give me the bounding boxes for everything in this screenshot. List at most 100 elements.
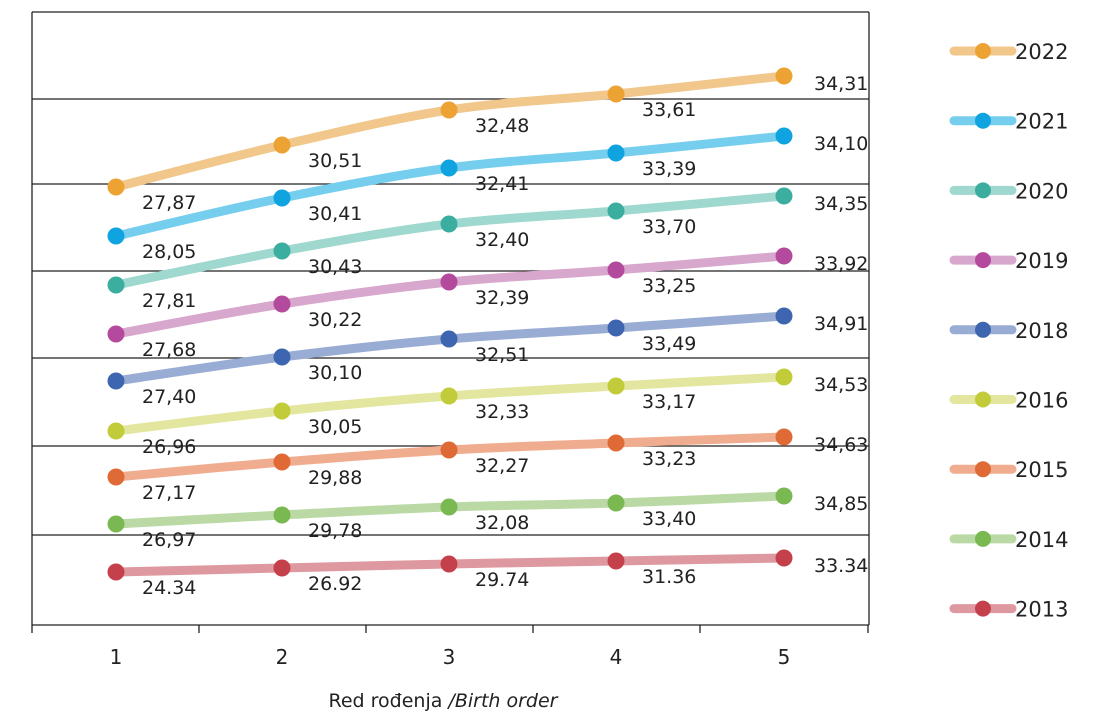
data-point-2018 [440, 330, 458, 348]
data-label-2020: 27,81 [142, 290, 196, 312]
data-point-2016 [607, 377, 625, 395]
legend-item-2019: 2019 [949, 249, 1068, 273]
series-2022: 27,87 30,51 32,48 33,61 34,31 [107, 67, 868, 214]
data-label-2014: 34,85 [814, 493, 868, 515]
x-axis-title-translation: /Birth order [448, 690, 558, 712]
data-point-2022 [440, 101, 458, 119]
x-tick-label: 1 [110, 645, 123, 669]
data-label-2021: 34,10 [814, 133, 868, 155]
data-point-2020 [107, 276, 125, 294]
legend-label-2020: 2020 [1015, 179, 1068, 203]
series-2016: 26,96 30,05 32,33 33,17 34,53 [107, 368, 868, 458]
legend-label-2013: 2013 [1015, 598, 1068, 622]
data-label-2020: 32,40 [475, 229, 529, 251]
data-point-2019 [107, 325, 125, 343]
data-label-2022: 32,48 [475, 115, 529, 137]
data-label-2022: 33,61 [642, 99, 696, 121]
legend-marker-2015 [975, 461, 991, 478]
data-label-2013: 26.92 [308, 573, 362, 595]
data-point-2018 [273, 348, 291, 366]
x-tick-label: 2 [276, 645, 289, 669]
data-label-2015: 34,63 [814, 434, 868, 456]
legend-item-2020: 2020 [949, 179, 1068, 203]
legend-item-2014: 2014 [949, 528, 1068, 552]
data-point-2013 [273, 559, 291, 577]
series-2020: 27,81 30,43 32,40 33,70 34,35 [107, 187, 868, 312]
data-label-2013: 29.74 [475, 569, 529, 591]
data-label-2022: 34,31 [814, 73, 868, 95]
legend-item-2018: 2018 [949, 319, 1068, 343]
legend-label-2016: 2016 [1015, 389, 1068, 413]
x-tick-label: 5 [778, 645, 791, 669]
data-point-2020 [775, 187, 793, 205]
data-point-2020 [607, 202, 625, 220]
data-point-2013 [775, 549, 793, 567]
series-2018: 27,40 30,10 32,51 33,49 34,91 [107, 307, 868, 408]
legend-label-2014: 2014 [1015, 528, 1068, 552]
data-point-2021 [440, 159, 458, 177]
data-point-2019 [440, 273, 458, 291]
series-2021: 28,05 30,41 32,41 33,39 34,10 [107, 127, 868, 263]
data-label-2013: 33.34 [814, 555, 868, 577]
legend-marker-2018 [975, 321, 991, 338]
legend-marker-2021 [975, 112, 991, 129]
data-point-2022 [107, 178, 125, 196]
data-label-2021: 33,39 [642, 158, 696, 180]
data-label-2015: 32,27 [475, 455, 529, 477]
x-axis: 1 2 3 4 5 [31, 624, 869, 669]
data-point-2021 [607, 144, 625, 162]
data-point-2014 [607, 494, 625, 512]
data-label-2021: 30,41 [308, 203, 362, 225]
legend-item-2022: 2022 [949, 40, 1068, 64]
data-point-2019 [607, 261, 625, 279]
legend-item-2021: 2021 [949, 110, 1068, 134]
data-label-2016: 30,05 [308, 416, 362, 438]
data-point-2018 [107, 372, 125, 390]
legend-marker-2020 [975, 182, 991, 199]
data-label-2019: 33,25 [642, 275, 696, 297]
data-label-2020: 30,43 [308, 256, 362, 278]
data-label-2018: 30,10 [308, 362, 362, 384]
data-label-2013: 24.34 [142, 577, 196, 599]
data-label-2018: 34,91 [814, 313, 868, 335]
data-label-2015: 27,17 [142, 482, 196, 504]
data-point-2013 [107, 563, 125, 581]
data-point-2020 [440, 215, 458, 233]
data-label-2018: 33,49 [642, 333, 696, 355]
legend-marker-2019 [975, 252, 991, 269]
data-label-2016: 26,96 [142, 436, 196, 458]
data-label-2014: 26,97 [142, 529, 196, 551]
data-point-2014 [440, 498, 458, 516]
legend-label-2015: 2015 [1015, 458, 1068, 482]
data-point-2015 [607, 434, 625, 452]
legend-item-2015: 2015 [949, 458, 1068, 482]
data-label-2013: 31.36 [642, 566, 696, 588]
data-label-2016: 33,17 [642, 391, 696, 413]
legend: 2022 2021 2020 2019 2018 2016 2015 2014 2013 [949, 40, 1068, 622]
data-label-2015: 29,88 [308, 467, 362, 489]
legend-label-2019: 2019 [1015, 249, 1068, 273]
legend-marker-2014 [975, 530, 991, 547]
x-tick-label: 3 [443, 645, 456, 669]
legend-label-2018: 2018 [1015, 319, 1068, 343]
legend-item-2013: 2013 [949, 598, 1068, 622]
data-label-2016: 32,33 [475, 401, 529, 423]
data-point-2014 [775, 487, 793, 505]
data-point-2019 [273, 295, 291, 313]
data-point-2016 [273, 402, 291, 420]
data-point-2022 [273, 136, 291, 154]
data-label-2019: 32,39 [475, 287, 529, 309]
series-2014: 26,97 29,78 32,08 33,40 34,85 [107, 487, 868, 551]
legend-label-2022: 2022 [1015, 40, 1068, 64]
data-point-2013 [440, 555, 458, 573]
x-tick-label: 4 [610, 645, 623, 669]
data-label-2019: 30,22 [308, 309, 362, 331]
data-point-2018 [607, 319, 625, 337]
data-point-2019 [775, 247, 793, 265]
series-group: 27,87 30,51 32,48 33,61 34,31 28,05 30,41 32,41… [107, 67, 868, 599]
data-label-2014: 29,78 [308, 520, 362, 542]
data-label-2016: 34,53 [814, 374, 868, 396]
legend-marker-2013 [975, 600, 991, 617]
data-label-2018: 27,40 [142, 386, 196, 408]
